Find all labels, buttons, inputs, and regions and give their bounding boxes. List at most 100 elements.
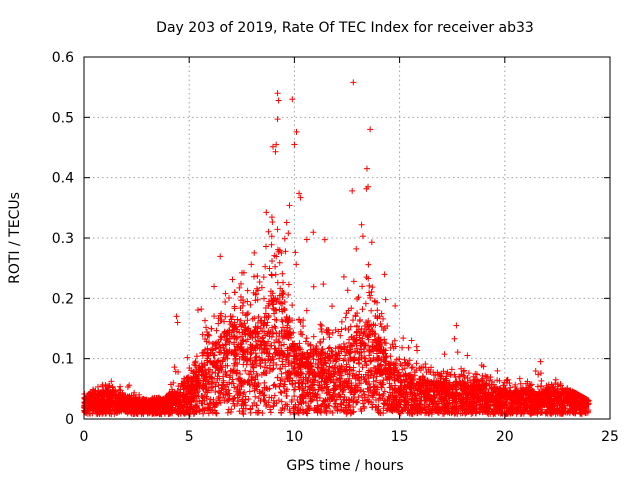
data-point (368, 343, 375, 350)
data-point (212, 340, 219, 347)
data-point (312, 360, 319, 367)
data-point (231, 384, 238, 391)
data-point (388, 367, 395, 374)
data-point (408, 406, 415, 413)
data-point (353, 322, 360, 329)
data-point (330, 379, 337, 386)
data-point (314, 364, 321, 371)
data-point (194, 307, 201, 314)
data-point (225, 387, 232, 394)
data-point (216, 375, 223, 382)
data-point (320, 336, 327, 343)
data-point (556, 409, 563, 416)
data-point (283, 333, 290, 340)
data-point (498, 410, 505, 417)
data-point (358, 392, 365, 399)
data-point (393, 407, 400, 414)
data-point (418, 381, 425, 388)
data-point (377, 395, 384, 402)
data-point (477, 387, 484, 394)
data-point (273, 253, 280, 260)
data-point (227, 409, 234, 416)
data-point (335, 344, 342, 351)
data-point (359, 233, 366, 240)
data-point (543, 400, 550, 407)
data-point (338, 372, 345, 379)
data-point (389, 341, 396, 348)
data-point (319, 366, 326, 373)
data-point (138, 398, 145, 405)
data-point (261, 320, 268, 327)
data-point (335, 352, 342, 359)
data-point (470, 378, 477, 385)
data-point (238, 333, 245, 340)
data-point (426, 382, 433, 389)
data-point (400, 335, 407, 342)
data-point (435, 398, 442, 405)
data-point (251, 379, 258, 386)
data-point (341, 396, 348, 403)
data-point (226, 374, 233, 381)
data-point (361, 355, 368, 362)
data-point (361, 403, 368, 410)
data-point (231, 341, 238, 348)
data-point (236, 408, 243, 415)
data-point (429, 397, 436, 404)
data-point (264, 346, 271, 353)
data-point (272, 345, 279, 352)
data-point (221, 333, 228, 340)
data-point (236, 321, 243, 328)
data-point (199, 372, 206, 379)
data-point (478, 393, 485, 400)
data-point (382, 296, 389, 303)
data-point (268, 241, 275, 248)
data-point (355, 360, 362, 367)
data-point (418, 364, 425, 371)
data-point (278, 249, 285, 256)
data-point (249, 402, 256, 409)
data-point (288, 396, 295, 403)
data-point (243, 361, 250, 368)
data-point (392, 302, 399, 309)
data-point (548, 381, 555, 388)
data-point (346, 397, 353, 404)
data-point (348, 334, 355, 341)
data-point (495, 395, 502, 402)
data-point (473, 408, 480, 415)
data-point (352, 387, 359, 394)
data-point (222, 298, 229, 305)
data-point (295, 401, 302, 408)
data-point (326, 334, 333, 341)
data-point (178, 380, 185, 387)
data-point (411, 389, 418, 396)
data-point (156, 396, 163, 403)
data-point (532, 368, 539, 375)
data-point (290, 403, 297, 410)
data-point (199, 381, 206, 388)
data-point (285, 291, 292, 298)
data-point (364, 333, 371, 340)
data-point (374, 407, 381, 414)
data-point (406, 357, 413, 364)
data-point (250, 273, 257, 280)
data-point (192, 402, 199, 409)
data-point (378, 323, 385, 330)
data-point (329, 409, 336, 416)
data-point (521, 408, 528, 415)
data-point (363, 319, 370, 326)
data-point (261, 379, 268, 386)
data-point (368, 288, 375, 295)
data-point (339, 382, 346, 389)
data-point (261, 314, 268, 321)
data-point (528, 395, 535, 402)
data-point (468, 398, 475, 405)
data-point (202, 386, 209, 393)
data-point (538, 377, 545, 384)
data-point (358, 339, 365, 346)
data-point (285, 347, 292, 354)
data-point (459, 410, 466, 417)
data-point (231, 362, 238, 369)
data-point (212, 401, 219, 408)
data-point (237, 317, 244, 324)
data-point (282, 378, 289, 385)
